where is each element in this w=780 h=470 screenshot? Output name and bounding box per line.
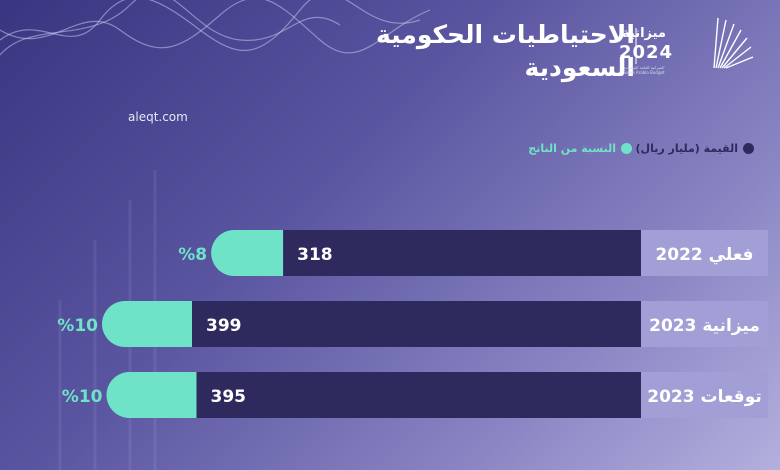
logo-subtitle-ar: الميزانية العامة السعودية [623,65,665,70]
value-bar [196,372,641,418]
value-bar [283,230,641,276]
value-label: 399 [206,316,242,336]
logo-subtitle: الميزانية العامة السعودية Saudi Arabia B… [612,65,676,75]
legend-pct-dot [621,143,632,154]
logo-text: ميزانية [622,26,666,41]
category-box [641,372,768,418]
legend-value: القيمة (مليار ريال) [636,142,754,155]
value-label: 395 [211,387,247,407]
category-label: فعلي 2022 [655,245,753,265]
page-title: الاحتياطيات الحكومية السعودية [376,20,635,82]
pct-label: %8 [178,245,207,265]
pct-bar [102,301,192,347]
legend-pct: النسبة من الناتج [528,142,632,155]
category-label: ميزانية 2023 [649,316,760,336]
logo-year: 2024 [618,42,674,63]
source-label: aleqt.com [128,110,188,124]
budget-logo: ميزانية 2024 الميزانية العامة السعودية S… [619,12,754,75]
legend-pct-label: النسبة من الناتج [528,142,616,155]
legend-value-label: القيمة (مليار ريال) [635,142,738,155]
legend-value-dot [743,143,754,154]
pct-label: %10 [57,316,98,336]
pct-label: %10 [62,387,103,407]
category-label: توقعات 2023 [647,387,761,407]
logo-subtitle-en: Saudi Arabia Budget [623,70,665,75]
pct-bar [211,230,284,276]
pct-bar [106,372,197,418]
category-box [641,230,768,276]
value-label: 318 [297,245,333,265]
category-box [641,301,768,347]
logo-rays-icon [635,17,754,69]
value-bar [192,301,641,347]
